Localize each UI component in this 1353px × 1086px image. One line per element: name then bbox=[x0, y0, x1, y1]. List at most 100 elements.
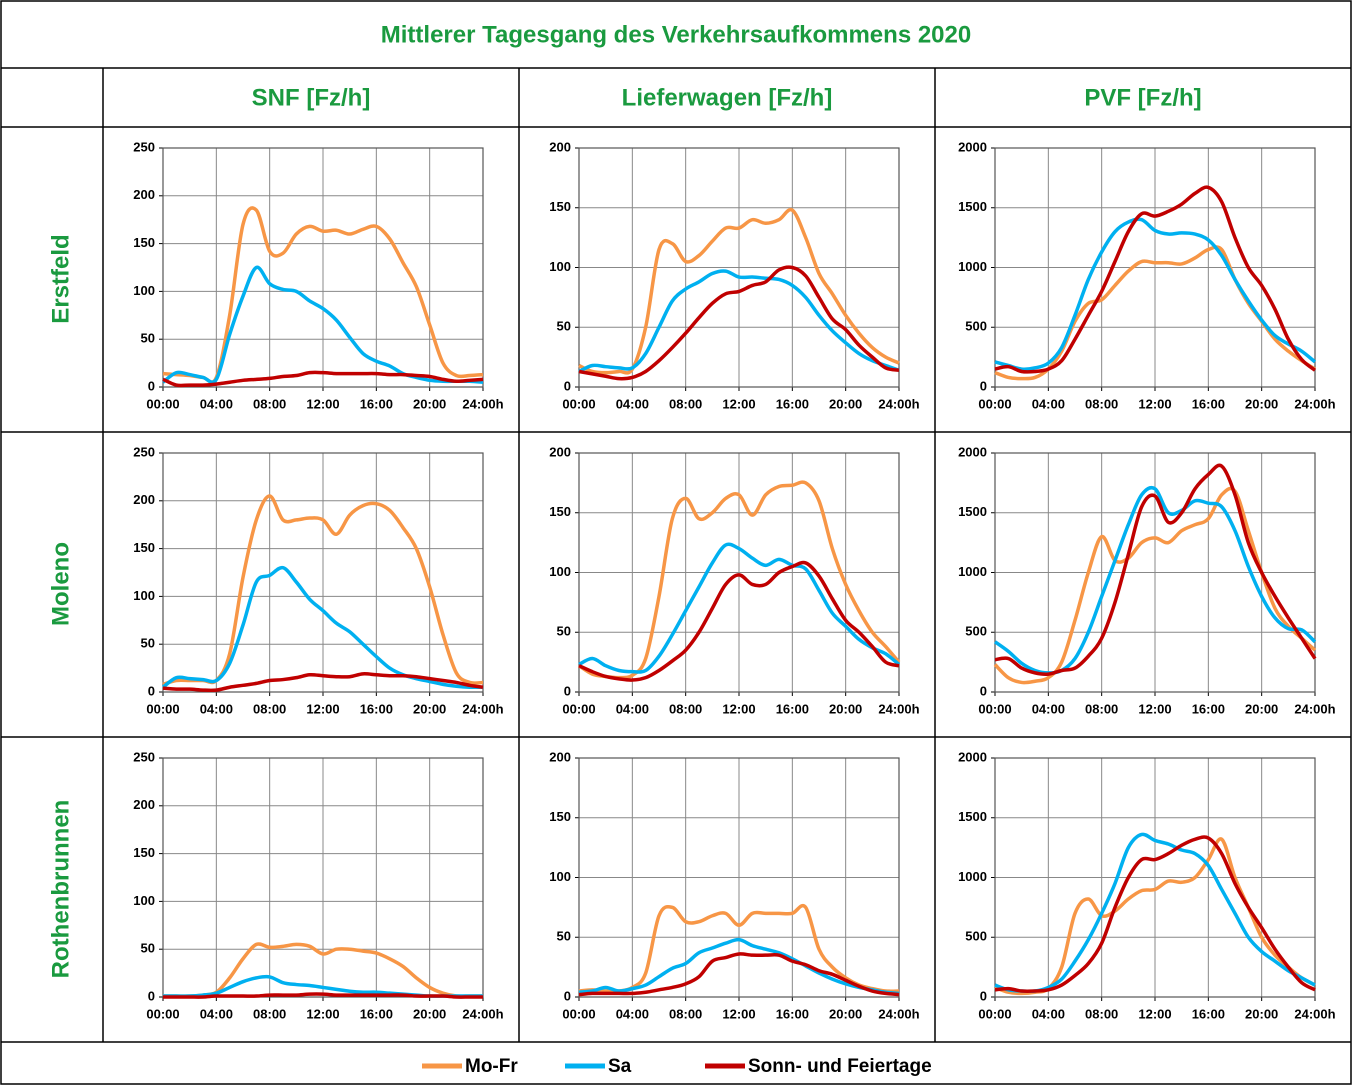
y-tick-label: 0 bbox=[564, 378, 571, 393]
y-tick-label: 0 bbox=[564, 683, 571, 698]
x-tick-label: 16:00 bbox=[776, 396, 809, 411]
x-tick-label: 12:00 bbox=[1138, 701, 1171, 716]
x-tick-label: 04:00 bbox=[616, 396, 649, 411]
x-tick-label: 20:00 bbox=[413, 396, 446, 411]
x-tick-label: 20:00 bbox=[829, 701, 862, 716]
row-label: Rothenbrunnen bbox=[47, 800, 74, 979]
y-tick-label: 100 bbox=[549, 259, 571, 274]
y-tick-label: 0 bbox=[148, 378, 155, 393]
x-tick-label: 12:00 bbox=[722, 701, 755, 716]
y-tick-label: 1500 bbox=[958, 504, 987, 519]
x-tick-label: 00:00 bbox=[146, 396, 179, 411]
y-tick-label: 1000 bbox=[958, 869, 987, 884]
plot-border bbox=[994, 452, 1316, 693]
x-tick-label: 20:00 bbox=[829, 396, 862, 411]
series-line bbox=[161, 565, 484, 690]
plot-border bbox=[578, 757, 900, 998]
x-tick-label: 08:00 bbox=[253, 1006, 286, 1021]
y-tick-label: 1500 bbox=[958, 199, 987, 214]
x-tick-label: 16:00 bbox=[776, 1006, 809, 1021]
series-line bbox=[994, 217, 1317, 371]
y-tick-label: 500 bbox=[965, 319, 987, 334]
plot-border bbox=[578, 147, 900, 388]
x-tick-label: 20:00 bbox=[829, 1006, 862, 1021]
series-line bbox=[994, 185, 1317, 374]
x-tick-label: 04:00 bbox=[1032, 1006, 1065, 1021]
row-label: Erstfeld bbox=[47, 234, 74, 323]
y-tick-label: 50 bbox=[557, 929, 571, 944]
y-tick-label: 200 bbox=[549, 749, 571, 764]
series-line bbox=[161, 265, 484, 384]
series-line bbox=[994, 832, 1316, 994]
y-tick-label: 50 bbox=[141, 331, 155, 346]
x-tick-label: 24:00h bbox=[1294, 1006, 1335, 1021]
y-tick-label: 0 bbox=[980, 683, 987, 698]
y-tick-label: 250 bbox=[133, 444, 155, 459]
series-line bbox=[994, 835, 1316, 994]
column-header: PVF [Fz/h] bbox=[1084, 84, 1201, 111]
x-tick-label: 20:00 bbox=[1245, 701, 1278, 716]
x-tick-label: 04:00 bbox=[200, 701, 233, 716]
y-tick-label: 2000 bbox=[958, 749, 987, 764]
x-tick-label: 08:00 bbox=[1085, 1006, 1118, 1021]
x-tick-label: 12:00 bbox=[306, 701, 339, 716]
y-tick-label: 150 bbox=[549, 504, 571, 519]
y-tick-label: 0 bbox=[980, 378, 987, 393]
y-tick-label: 150 bbox=[133, 540, 155, 555]
x-tick-label: 12:00 bbox=[306, 1006, 339, 1021]
y-tick-label: 150 bbox=[549, 809, 571, 824]
y-tick-label: 200 bbox=[133, 797, 155, 812]
series-line bbox=[162, 992, 483, 999]
series-line bbox=[578, 937, 900, 996]
x-tick-label: 08:00 bbox=[253, 396, 286, 411]
x-tick-label: 24:00h bbox=[1294, 701, 1335, 716]
x-tick-label: 16:00 bbox=[360, 1006, 393, 1021]
x-tick-label: 00:00 bbox=[562, 1006, 595, 1021]
title: Mittlerer Tagesgang des Verkehrsaufkomme… bbox=[381, 21, 971, 48]
x-tick-label: 12:00 bbox=[1138, 396, 1171, 411]
y-tick-label: 2000 bbox=[958, 444, 987, 459]
x-tick-label: 24:00h bbox=[878, 701, 919, 716]
x-tick-label: 00:00 bbox=[562, 701, 595, 716]
x-tick-label: 04:00 bbox=[200, 396, 233, 411]
legend-label: Sa bbox=[608, 1056, 632, 1077]
x-tick-label: 08:00 bbox=[1085, 396, 1118, 411]
y-tick-label: 50 bbox=[557, 624, 571, 639]
x-tick-label: 16:00 bbox=[1192, 1006, 1225, 1021]
y-tick-label: 200 bbox=[133, 187, 155, 202]
y-tick-label: 500 bbox=[965, 929, 987, 944]
x-tick-label: 24:00h bbox=[462, 701, 503, 716]
x-tick-label: 20:00 bbox=[1245, 396, 1278, 411]
y-tick-label: 1500 bbox=[958, 809, 987, 824]
y-tick-label: 150 bbox=[133, 235, 155, 250]
x-tick-label: 00:00 bbox=[146, 701, 179, 716]
x-tick-label: 24:00h bbox=[462, 396, 503, 411]
x-tick-label: 16:00 bbox=[1192, 701, 1225, 716]
x-tick-label: 08:00 bbox=[669, 1006, 702, 1021]
y-tick-label: 250 bbox=[133, 139, 155, 154]
series-line bbox=[994, 463, 1317, 676]
series-line bbox=[162, 672, 484, 693]
y-tick-label: 2000 bbox=[958, 139, 987, 154]
x-tick-label: 16:00 bbox=[360, 701, 393, 716]
y-tick-label: 150 bbox=[549, 199, 571, 214]
column-header: Lieferwagen [Fz/h] bbox=[622, 84, 833, 111]
x-tick-label: 24:00h bbox=[462, 1006, 503, 1021]
y-tick-label: 100 bbox=[549, 869, 571, 884]
y-tick-label: 50 bbox=[141, 941, 155, 956]
y-tick-label: 200 bbox=[549, 444, 571, 459]
x-tick-label: 12:00 bbox=[1138, 1006, 1171, 1021]
y-tick-label: 1000 bbox=[958, 564, 987, 579]
plot-border bbox=[994, 757, 1316, 998]
x-tick-label: 00:00 bbox=[146, 1006, 179, 1021]
x-tick-label: 04:00 bbox=[1032, 396, 1065, 411]
y-tick-label: 100 bbox=[133, 893, 155, 908]
x-tick-label: 00:00 bbox=[978, 701, 1011, 716]
y-tick-label: 100 bbox=[133, 283, 155, 298]
y-tick-label: 200 bbox=[549, 139, 571, 154]
table-grid bbox=[1, 67, 1351, 1043]
x-tick-label: 16:00 bbox=[1192, 396, 1225, 411]
x-tick-label: 16:00 bbox=[776, 701, 809, 716]
